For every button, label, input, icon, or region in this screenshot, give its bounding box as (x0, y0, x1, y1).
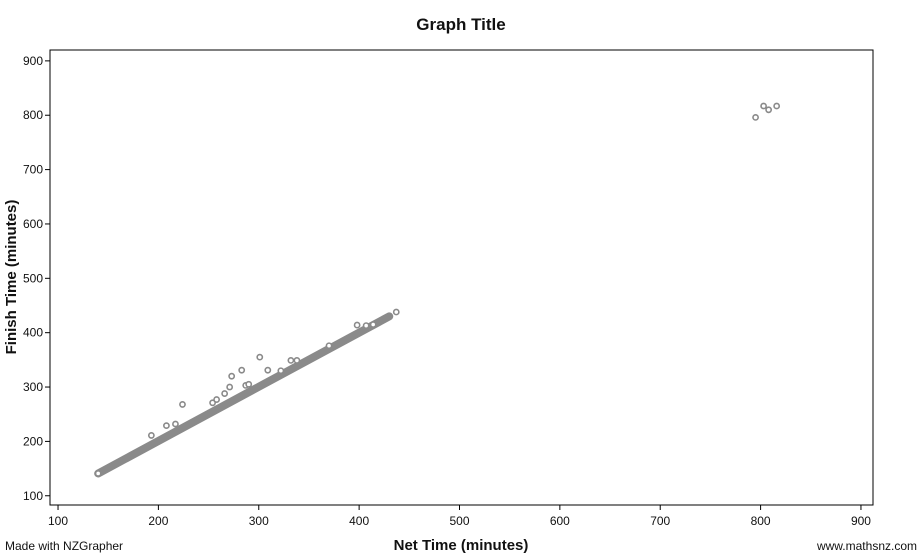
y-tick-label: 600 (23, 217, 43, 231)
x-tick-label: 900 (851, 514, 871, 528)
data-point (277, 367, 285, 375)
x-tick-label: 800 (751, 514, 771, 528)
footer-website: www.mathsnz.com (816, 539, 917, 553)
data-point (147, 432, 155, 439)
y-tick-label: 900 (23, 54, 43, 68)
x-tick-label: 200 (148, 514, 168, 528)
y-tick-label: 400 (23, 326, 43, 340)
y-tick-label: 700 (23, 163, 43, 177)
data-point (163, 422, 170, 430)
data-point (226, 383, 234, 391)
plot-area (49, 49, 874, 506)
y-axis: 100 200 300 400 500 600 700 800 900 (23, 54, 50, 503)
footer-credit: Made with NZGrapher (5, 539, 123, 553)
data-point (221, 390, 229, 397)
data-point (228, 372, 236, 380)
data-point (256, 353, 264, 361)
x-tick-label: 500 (449, 514, 469, 528)
data-point (369, 321, 377, 328)
data-point (213, 396, 221, 403)
data-points (94, 102, 781, 477)
y-axis-label: Finish Time (minutes) (3, 200, 20, 355)
x-tick-label: 600 (550, 514, 570, 528)
y-tick-label: 800 (23, 108, 43, 122)
x-axis: 100 200 300 400 500 600 700 800 900 (48, 505, 871, 528)
chart-title: Graph Title (416, 15, 505, 34)
data-point (765, 106, 773, 114)
data-point (179, 401, 186, 408)
data-point (264, 366, 272, 374)
data-point (293, 357, 301, 364)
data-point (94, 470, 102, 477)
main-trend-band (94, 312, 394, 478)
data-point (238, 366, 246, 374)
y-tick-label: 500 (23, 271, 43, 285)
dense-points-band (94, 312, 394, 478)
data-point (752, 114, 759, 121)
data-point (245, 380, 253, 388)
x-tick-label: 700 (650, 514, 670, 528)
x-axis-label: Net Time (minutes) (394, 537, 529, 554)
data-point (773, 102, 781, 110)
data-point (760, 102, 768, 110)
data-point (325, 342, 333, 350)
data-point (362, 322, 370, 330)
y-tick-label: 200 (23, 434, 43, 448)
data-point (172, 420, 179, 428)
x-tick-label: 100 (48, 514, 68, 528)
data-point (353, 321, 361, 329)
x-tick-label: 300 (249, 514, 269, 528)
data-point (287, 357, 295, 364)
y-tick-label: 300 (23, 380, 43, 394)
data-point (392, 308, 400, 316)
y-tick-label: 100 (23, 489, 43, 503)
x-tick-label: 400 (349, 514, 369, 528)
